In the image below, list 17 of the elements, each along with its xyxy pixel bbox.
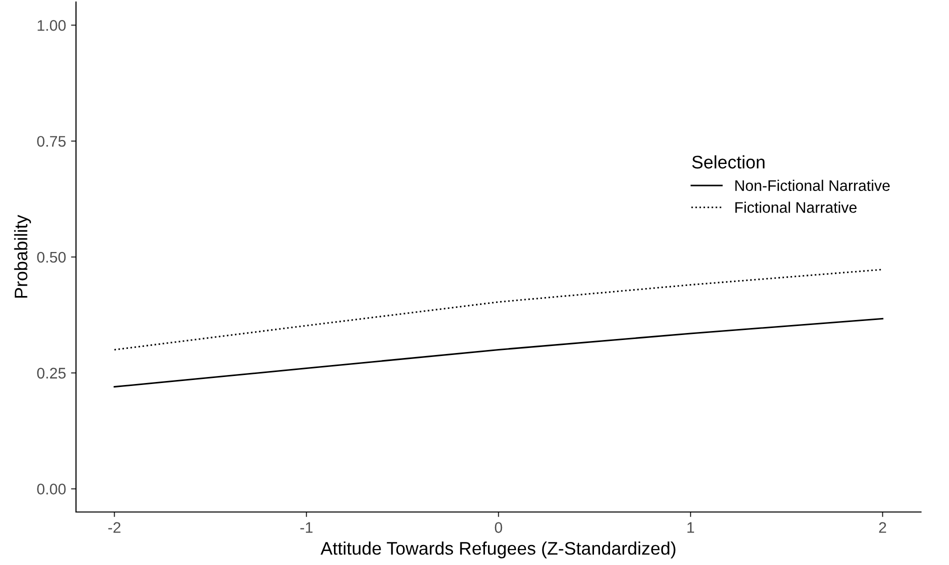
y-tick-label: 0.50 <box>37 252 66 263</box>
y-tick-label: 1.00 <box>38 20 66 31</box>
line-series <box>114 268 884 350</box>
y-tick-label: 0.00 <box>37 484 66 495</box>
legend-label: Fictional Narrative <box>735 202 857 213</box>
y-tick-label: 0.75 <box>37 136 66 147</box>
y-tick-label: 0.25 <box>37 368 66 379</box>
x-axis-title: Attitude Towards Refugees (Z-Standardized) <box>320 542 676 558</box>
y-axis-title: Probability <box>14 214 31 298</box>
legend-title: Selection <box>692 155 764 169</box>
x-tick-label: 0 <box>494 522 502 533</box>
line-series <box>114 318 884 388</box>
x-tick-label: 1 <box>687 522 694 533</box>
legend-label: Non-Fictional Narrative <box>735 180 890 191</box>
x-tick-label: -2 <box>108 522 120 533</box>
x-tick-label: 2 <box>879 522 886 533</box>
x-tick-label: -1 <box>300 522 312 533</box>
